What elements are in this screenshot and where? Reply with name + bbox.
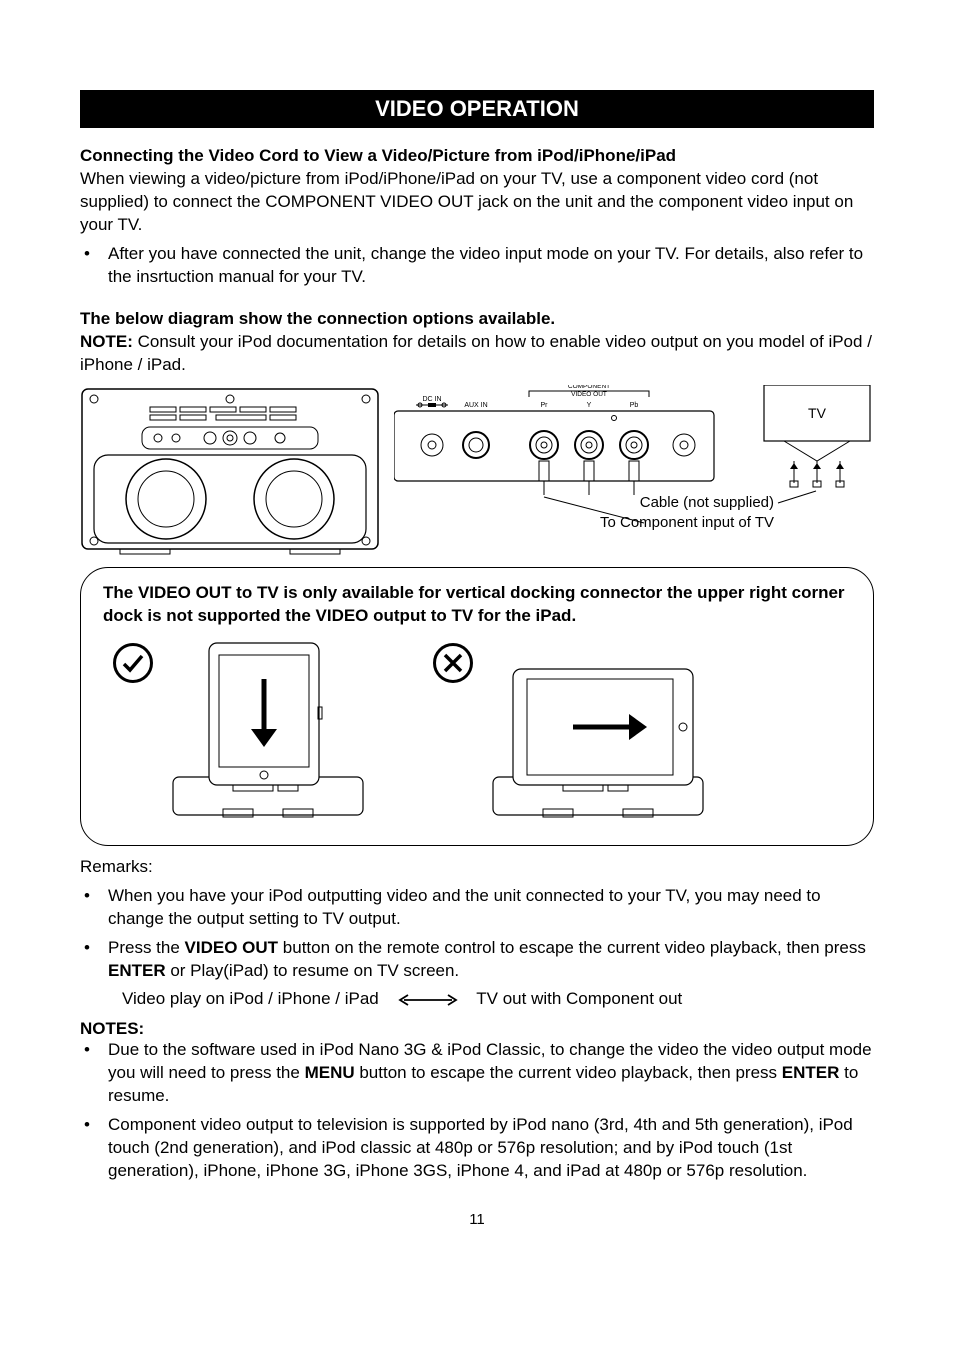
dock-wrong — [433, 637, 723, 827]
bullet-dot: • — [80, 885, 108, 931]
remarks-b2: • Press the VIDEO OUT button on the remo… — [80, 937, 874, 983]
dock-comparison — [103, 637, 851, 827]
double-arrow-icon — [398, 993, 458, 1007]
speaker-unit-icon — [80, 385, 380, 555]
note-text: Consult your iPod documentation for deta… — [80, 332, 872, 374]
notes-n2: • Component video output to television i… — [80, 1114, 874, 1183]
horizontal-dock-icon — [483, 637, 723, 827]
auxin-label: AUX IN — [464, 402, 487, 409]
dock-correct — [113, 637, 373, 827]
callout-box: The VIDEO OUT to TV is only available fo… — [80, 567, 874, 847]
bullet-dot: • — [80, 243, 108, 289]
connection-diagram: DC IN AUX IN COMPONENT VIDEO OUT Pr Y Pb — [80, 385, 874, 555]
dcin-label: DC IN — [422, 396, 441, 403]
section2-note: NOTE: Consult your iPod documentation fo… — [80, 331, 874, 377]
title-bar: VIDEO OPERATION — [80, 90, 874, 128]
notes-heading: NOTES: — [80, 1019, 874, 1039]
bullet-text: Press the VIDEO OUT button on the remote… — [108, 937, 874, 983]
page-number: 11 — [80, 1211, 874, 1228]
arrow-line: Video play on iPod / iPhone / iPad TV ou… — [80, 989, 874, 1009]
bullet-text: When you have your iPod outputting video… — [108, 885, 874, 931]
section1-para: When viewing a video/picture from iPod/i… — [80, 168, 874, 237]
component-label-2: VIDEO OUT — [571, 391, 607, 398]
rear-panel-icon: DC IN AUX IN COMPONENT VIDEO OUT Pr Y Pb — [394, 385, 874, 555]
bullet-dot: • — [80, 937, 108, 983]
bullet-text: Component video output to television is … — [108, 1114, 874, 1183]
note-label: NOTE: — [80, 332, 133, 351]
bullet-text: Due to the software used in iPod Nano 3G… — [108, 1039, 874, 1108]
tv-label: TV — [808, 405, 827, 421]
callout-text: The VIDEO OUT to TV is only available fo… — [103, 582, 851, 628]
section1-bullet: • After you have connected the unit, cha… — [80, 243, 874, 289]
pr-label: Pr — [541, 402, 549, 409]
bullet-dot: • — [80, 1039, 108, 1108]
notes-n1: • Due to the software used in iPod Nano … — [80, 1039, 874, 1108]
component-label-1: COMPONENT — [568, 385, 610, 390]
y-label: Y — [587, 402, 592, 409]
check-icon — [113, 643, 153, 683]
vertical-dock-icon — [163, 637, 373, 827]
cable-label: Cable (not supplied) — [640, 494, 774, 511]
section1-heading: Connecting the Video Cord to View a Vide… — [80, 146, 874, 166]
bullet-dot: • — [80, 1114, 108, 1183]
remarks-b1: • When you have your iPod outputting vid… — [80, 885, 874, 931]
arrow-left-text: Video play on iPod / iPhone / iPad — [122, 989, 379, 1008]
remarks-heading: Remarks: — [80, 856, 874, 879]
section2-heading: The below diagram show the connection op… — [80, 309, 874, 329]
page: VIDEO OPERATION Connecting the Video Cor… — [0, 0, 954, 1268]
pb-label: Pb — [630, 402, 639, 409]
to-component-label: To Component input of TV — [600, 514, 774, 531]
bullet-text: After you have connected the unit, chang… — [108, 243, 874, 289]
cross-icon — [433, 643, 473, 683]
arrow-right-text: TV out with Component out — [476, 989, 682, 1008]
